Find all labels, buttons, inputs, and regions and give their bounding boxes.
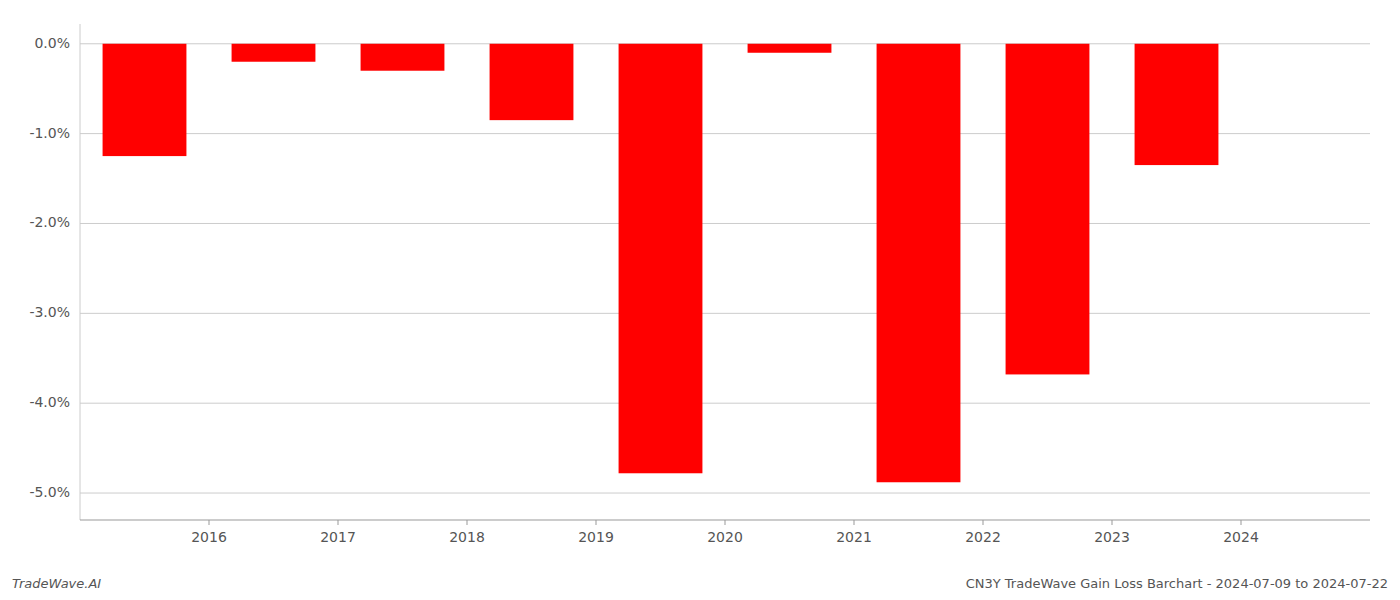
x-tick	[209, 520, 210, 525]
x-tick-label: 2019	[578, 529, 614, 545]
y-axis-line	[80, 24, 81, 520]
x-tick	[1241, 520, 1242, 525]
bar	[619, 44, 703, 474]
x-tick-label: 2023	[1094, 529, 1130, 545]
footer-right: CN3Y TradeWave Gain Loss Barchart - 2024…	[966, 576, 1388, 591]
bar	[1006, 44, 1090, 375]
x-tick-label: 2016	[191, 529, 227, 545]
x-tick-label: 2022	[965, 529, 1001, 545]
x-tick-label: 2017	[320, 529, 356, 545]
x-tick-label: 2021	[836, 529, 872, 545]
bar	[748, 44, 832, 53]
grid-line	[80, 403, 1370, 404]
y-tick-label: -4.0%	[29, 394, 70, 410]
x-tick	[338, 520, 339, 525]
x-tick	[596, 520, 597, 525]
bar	[232, 44, 316, 62]
x-tick-label: 2018	[449, 529, 485, 545]
y-tick-labels: 0.0% -1.0% -2.0% -3.0% -4.0% -5.0%	[29, 35, 70, 500]
x-ticks: 2016 2017 2018 2019 2020 2021 2022 2023 2024	[191, 520, 1259, 545]
y-tick-label: -5.0%	[29, 484, 70, 500]
bar	[103, 44, 187, 156]
y-grid	[80, 44, 1370, 493]
x-tick	[725, 520, 726, 525]
y-tick-label: 0.0%	[34, 35, 70, 51]
bar	[361, 44, 445, 71]
grid-line	[80, 223, 1370, 224]
x-tick-label: 2024	[1223, 529, 1259, 545]
grid-line	[80, 493, 1370, 494]
grid-line	[80, 313, 1370, 314]
footer-left: TradeWave.AI	[12, 576, 101, 591]
bar	[877, 44, 961, 482]
bars	[103, 44, 1219, 482]
chart: 0.0%-1.0%-2.0%-3.0%-4.0%-5.0%20162017201…	[0, 0, 1400, 600]
y-tick-label: -3.0%	[29, 304, 70, 320]
x-tick	[983, 520, 984, 525]
y-tick-label: -2.0%	[29, 214, 70, 230]
bar	[490, 44, 574, 120]
x-tick-label: 2020	[707, 529, 743, 545]
y-tick-label: -1.0%	[29, 125, 70, 141]
chart-container: 0.0%-1.0%-2.0%-3.0%-4.0%-5.0%20162017201…	[0, 0, 1400, 600]
bar	[1135, 44, 1219, 165]
x-tick	[854, 520, 855, 525]
x-tick	[1112, 520, 1113, 525]
x-tick	[467, 520, 468, 525]
